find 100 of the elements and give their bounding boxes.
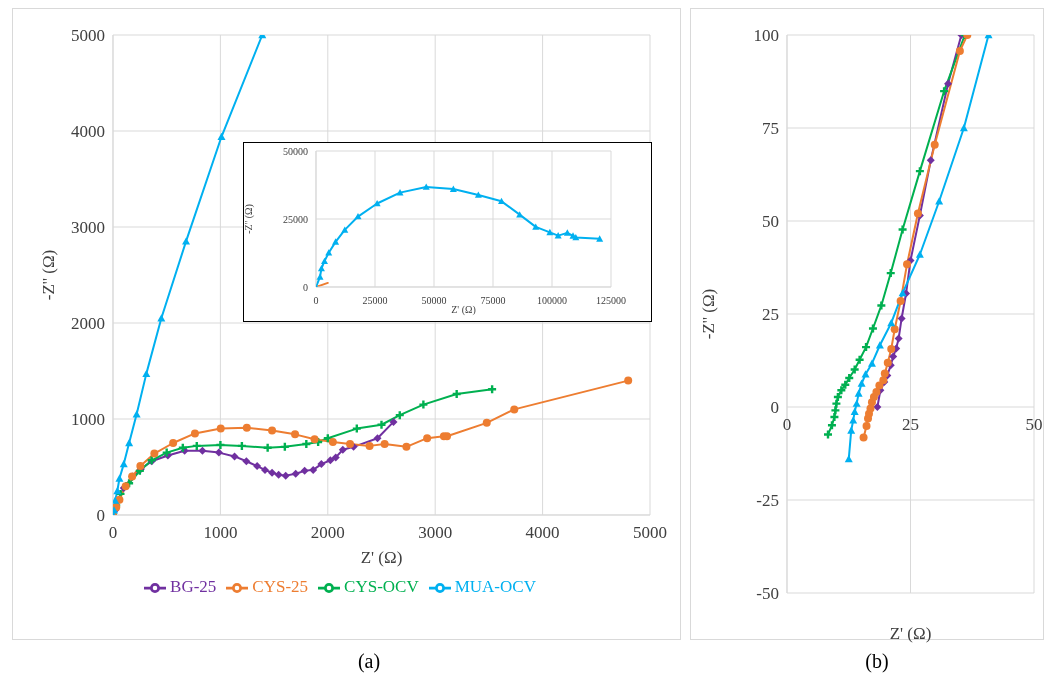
point bbox=[872, 388, 881, 397]
point bbox=[930, 140, 939, 149]
point bbox=[310, 435, 319, 444]
point bbox=[532, 223, 540, 230]
point bbox=[389, 417, 398, 426]
point bbox=[510, 405, 519, 414]
x-tick-label: 50 bbox=[1025, 415, 1043, 435]
y-tick-label: 25000 bbox=[283, 213, 308, 225]
y-tick-label: 75 bbox=[762, 119, 779, 139]
x-tick-label: 100000 bbox=[537, 295, 567, 306]
point bbox=[377, 420, 386, 429]
point bbox=[877, 301, 886, 310]
point bbox=[890, 325, 899, 334]
point bbox=[875, 341, 884, 349]
point bbox=[887, 344, 896, 353]
legend-label: CYS-OCV bbox=[344, 577, 419, 596]
x-tick-label: 75000 bbox=[480, 295, 506, 306]
point bbox=[889, 352, 898, 361]
point bbox=[955, 47, 964, 55]
y-tick-label: -25 bbox=[756, 491, 779, 511]
point bbox=[268, 426, 277, 435]
y-tick-label: 50000 bbox=[283, 145, 308, 157]
point bbox=[316, 273, 324, 280]
y-tick-label: 100 bbox=[753, 26, 779, 46]
point bbox=[898, 225, 907, 234]
point bbox=[868, 324, 877, 333]
point bbox=[423, 434, 432, 443]
point bbox=[624, 376, 633, 385]
point bbox=[898, 289, 907, 297]
point bbox=[338, 445, 347, 454]
point bbox=[443, 432, 452, 441]
y-tick-label: 2000 bbox=[71, 314, 105, 334]
point bbox=[897, 314, 906, 323]
x-tick-label: 3000 bbox=[418, 523, 453, 543]
point bbox=[422, 183, 430, 190]
point bbox=[373, 434, 382, 443]
y-axis-title: -Z'' (Ω) bbox=[242, 204, 255, 234]
point bbox=[317, 460, 326, 469]
point bbox=[563, 229, 571, 236]
point bbox=[326, 456, 335, 465]
x-tick-label: 0 bbox=[108, 523, 118, 543]
point bbox=[331, 453, 340, 462]
point bbox=[546, 228, 554, 236]
point bbox=[824, 430, 832, 439]
point bbox=[150, 449, 159, 458]
point bbox=[317, 265, 325, 272]
point bbox=[352, 424, 361, 433]
point bbox=[896, 296, 905, 305]
point bbox=[302, 439, 311, 448]
point bbox=[887, 318, 896, 327]
legend-label: MUA-OCV bbox=[454, 577, 536, 596]
point bbox=[216, 440, 225, 449]
x-axis-title: Z' (Ω) bbox=[451, 304, 476, 316]
point bbox=[125, 439, 134, 447]
point bbox=[867, 359, 876, 367]
x-axis-title: Z' (Ω) bbox=[360, 548, 403, 567]
x-tick-label: 5000 bbox=[633, 523, 667, 543]
point bbox=[373, 200, 381, 207]
point bbox=[862, 421, 871, 430]
y-tick-label: 0 bbox=[96, 506, 105, 526]
text: (b) bbox=[864, 650, 890, 673]
x-axis-title: Z' (Ω) bbox=[889, 624, 932, 643]
point bbox=[926, 156, 935, 165]
point bbox=[328, 438, 337, 447]
x-tick-label: 25000 bbox=[362, 295, 388, 306]
point bbox=[452, 390, 461, 399]
point bbox=[119, 460, 128, 468]
point bbox=[142, 369, 151, 378]
point bbox=[230, 452, 239, 461]
point bbox=[482, 418, 491, 427]
point bbox=[291, 430, 300, 439]
y-tick-label: 3000 bbox=[71, 218, 105, 238]
point bbox=[944, 79, 953, 88]
point bbox=[268, 468, 277, 477]
point bbox=[474, 191, 482, 198]
point bbox=[832, 399, 841, 408]
y-axis-title: -Z'' (Ω) bbox=[699, 288, 719, 340]
point bbox=[850, 365, 859, 374]
point bbox=[216, 424, 225, 433]
point bbox=[873, 403, 882, 411]
y-tick-label: -50 bbox=[756, 584, 779, 604]
point bbox=[830, 413, 839, 422]
point bbox=[596, 235, 604, 242]
point bbox=[449, 185, 457, 192]
x-tick-label: 2000 bbox=[310, 523, 345, 543]
point bbox=[260, 465, 269, 474]
point bbox=[365, 441, 374, 450]
x-tick-label: 125000 bbox=[596, 295, 626, 306]
point bbox=[291, 469, 300, 478]
point bbox=[281, 471, 290, 480]
y-tick-label: 0 bbox=[303, 281, 308, 293]
point bbox=[263, 443, 272, 452]
point bbox=[903, 260, 912, 269]
point bbox=[855, 355, 864, 364]
point bbox=[854, 389, 863, 397]
point bbox=[309, 465, 318, 474]
point bbox=[516, 211, 524, 218]
point bbox=[115, 474, 124, 482]
point bbox=[341, 226, 349, 233]
x-tick-label: 4000 bbox=[525, 523, 560, 543]
